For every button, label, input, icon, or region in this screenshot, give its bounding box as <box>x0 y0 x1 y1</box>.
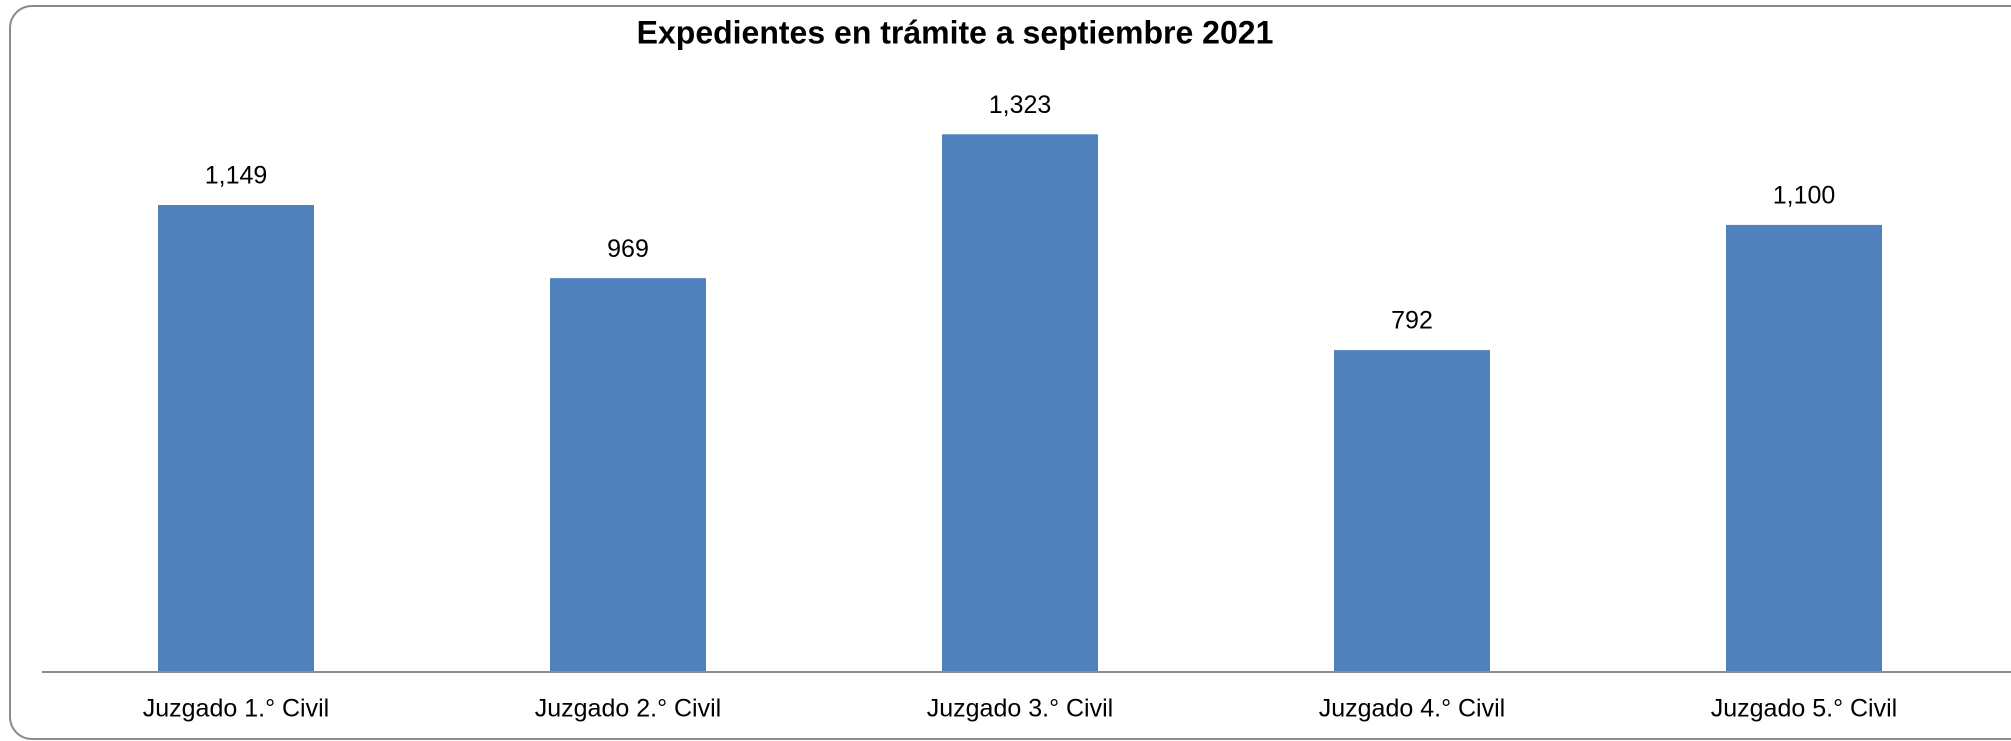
value-label: 1,323 <box>989 91 1052 119</box>
x-tick-label: Juzgado 2.° Civil <box>535 695 721 723</box>
bar <box>158 205 314 673</box>
chart-title: Expedientes en trámite a septiembre 2021 <box>637 14 1274 50</box>
value-label: 1,100 <box>1773 182 1836 210</box>
value-label: 792 <box>1391 307 1433 335</box>
bar <box>1334 350 1490 672</box>
x-tick-label: Juzgado 5.° Civil <box>1711 695 1897 723</box>
bar <box>942 134 1098 673</box>
x-tick-label: Juzgado 3.° Civil <box>927 695 1113 723</box>
value-label: 1,149 <box>205 162 268 190</box>
bar <box>550 278 706 672</box>
bar <box>1726 224 1882 672</box>
x-tick-label: Juzgado 4.° Civil <box>1319 695 1505 723</box>
value-label: 969 <box>607 235 649 263</box>
x-tick-label: Juzgado 1.° Civil <box>143 695 329 723</box>
